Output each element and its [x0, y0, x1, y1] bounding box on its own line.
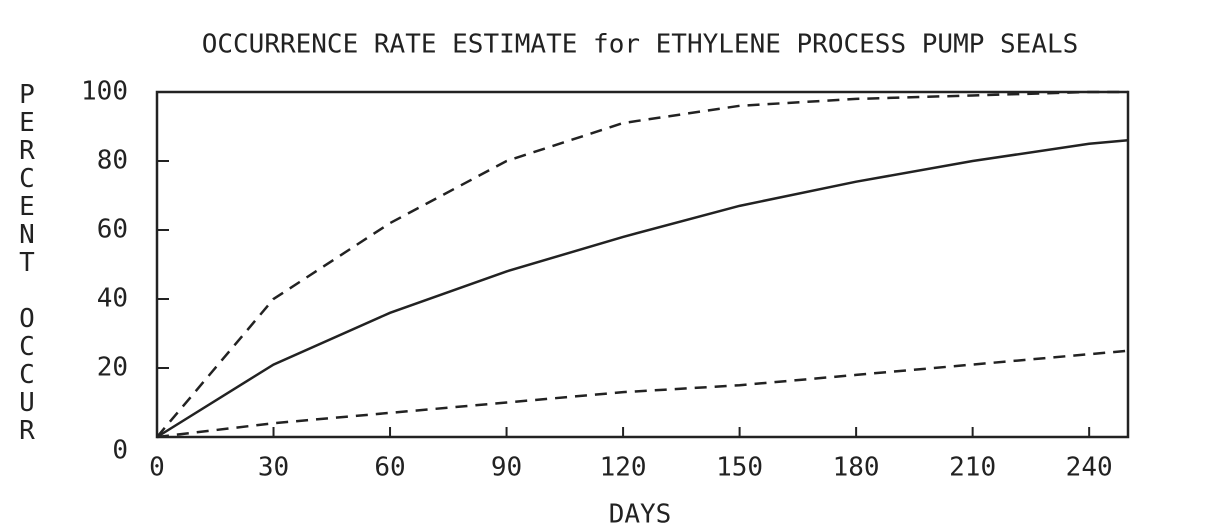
y-tick-label: 60 — [97, 215, 128, 245]
y-tick-label: 20 — [97, 353, 128, 383]
y-axis-label: PERCENT OCCUR — [12, 80, 42, 444]
x-axis-label: DAYS — [609, 500, 672, 530]
series-line — [156, 139, 1129, 439]
x-tick-label: 120 — [600, 453, 647, 483]
x-tick-label: 210 — [949, 453, 996, 483]
y-tick-label: 0 — [112, 436, 128, 466]
series-line — [156, 90, 1128, 438]
x-tick-label: 0 — [149, 453, 165, 483]
y-tick-label: 80 — [97, 146, 128, 176]
series-line — [156, 349, 1129, 439]
x-tick-label: 60 — [374, 453, 405, 483]
chart-title: OCCURRENCE RATE ESTIMATE for ETHYLENE PR… — [202, 30, 1079, 60]
y-tick-label: 40 — [97, 284, 128, 314]
y-tick-label: 100 — [81, 77, 128, 107]
x-tick-label: 30 — [258, 453, 289, 483]
x-tick-label: 90 — [491, 453, 522, 483]
x-tick-label: 180 — [833, 453, 880, 483]
x-tick-label: 240 — [1066, 453, 1113, 483]
plot-frame — [155, 90, 1130, 439]
x-tick-label: 150 — [716, 453, 763, 483]
